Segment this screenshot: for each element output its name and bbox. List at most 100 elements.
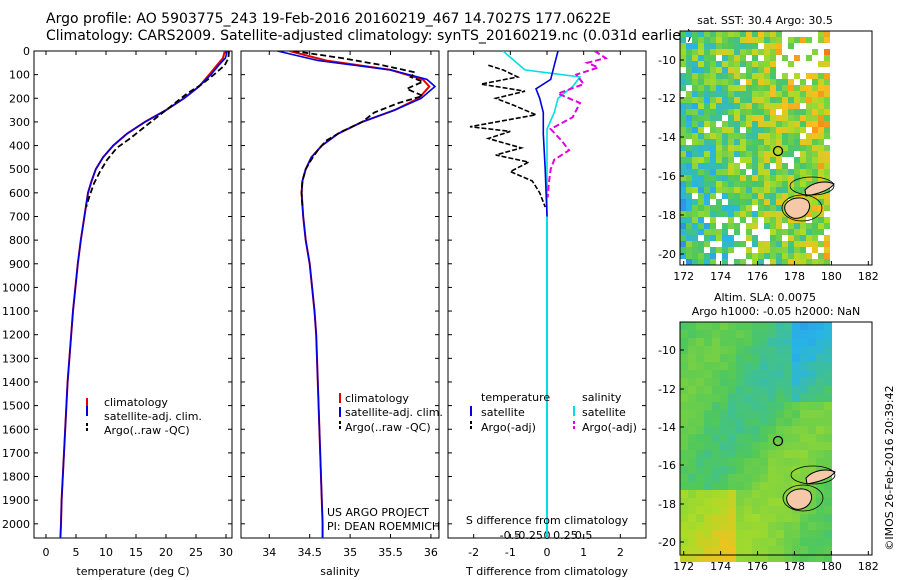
sla-cell [688,546,696,554]
sla-cell [768,546,776,554]
sla-cell [808,418,816,426]
sst-cell [728,169,734,175]
sst-cell [686,145,692,151]
series-argo [85,51,230,208]
sst-cell [764,97,770,103]
sla-cell [696,474,704,482]
sst-cell [734,259,740,265]
sla-cell [800,434,808,442]
sst-cell [710,175,716,181]
sst-cell [692,85,698,91]
sla-cell [744,474,752,482]
sst-cell [818,139,824,145]
sla-cell [688,442,696,450]
tdiff-x-tick-label: 1 [580,546,587,559]
sla-cell [824,394,832,402]
sla-cell [752,506,760,514]
sst-cell [776,97,782,103]
sst-cell [788,181,794,187]
sst-cell [746,151,752,157]
sla-cell [760,362,768,370]
map-x-tick-label: 180 [821,560,842,573]
sst-cell [800,115,806,121]
sst-cell [764,127,770,133]
sla-cell [704,506,712,514]
sst-cell [704,187,710,193]
sst-cell [752,127,758,133]
sst-cell [770,151,776,157]
salinity-x-tick-label: 34.5 [297,546,322,559]
sst-cell [752,61,758,67]
sst-cell [794,169,800,175]
sst-cell [746,235,752,241]
salinity-xlabel: salinity [320,565,360,578]
sla-cell [720,458,728,466]
sla-cell [792,522,800,530]
sst-cell [722,109,728,115]
sst-cell [716,79,722,85]
sst-cell [770,169,776,175]
sla-cell [816,450,824,458]
sla-cell [712,506,720,514]
sst-cell [710,145,716,151]
sst-cell [734,211,740,217]
sla-cell [744,426,752,434]
sla-cell [680,546,688,554]
sst-cell [770,121,776,127]
sst-cell [752,85,758,91]
sla-cell [720,394,728,402]
sst-cell [722,169,728,175]
sst-cell [812,211,818,217]
map-y-tick-label: -14 [658,131,676,144]
sst-cell [692,31,698,37]
legend-title-salinity: salinity [582,391,622,404]
sst-cell [818,253,824,259]
sst-cell [752,217,758,223]
sla-cell [712,338,720,346]
sst-cell [692,217,698,223]
sst-cell [740,133,746,139]
sst-cell [800,235,806,241]
sst-cell [806,241,812,247]
depth-tick-label: 1000 [2,281,30,294]
sla-cell [688,370,696,378]
sst-cell [698,115,704,121]
sla-cell [776,522,784,530]
sst-cell [770,31,776,37]
sst-cell [794,235,800,241]
sla-cell [736,322,744,330]
sst-cell [776,121,782,127]
sst-cell [728,133,734,139]
sst-cell [824,127,830,133]
sst-cell [680,163,686,169]
sla-cell [768,522,776,530]
sst-cell [680,175,686,181]
sla-cell [712,458,720,466]
sst-cell [728,223,734,229]
sla-cell [680,410,688,418]
sla-cell [712,418,720,426]
sla-cell [800,330,808,338]
depth-tick-label: 1700 [2,447,30,460]
sla-cell [808,330,816,338]
sst-cell [710,31,716,37]
sla-cell [800,346,808,354]
sst-cell [758,187,764,193]
sla-cell [680,434,688,442]
sst-cell [734,175,740,181]
sst-cell [758,49,764,55]
sla-cell [680,466,688,474]
sla-cell [680,370,688,378]
sst-cell [698,49,704,55]
sla-cell [760,426,768,434]
sla-cell [736,394,744,402]
sst-cell [728,121,734,127]
depth-tick-label: 1500 [2,400,30,413]
sla-cell [824,514,832,522]
sst-cell [788,133,794,139]
sst-cell [698,73,704,79]
sst-cell [680,97,686,103]
sst-cell [806,55,812,61]
depth-tick-label: 700 [9,210,30,223]
sst-cell [722,247,728,253]
